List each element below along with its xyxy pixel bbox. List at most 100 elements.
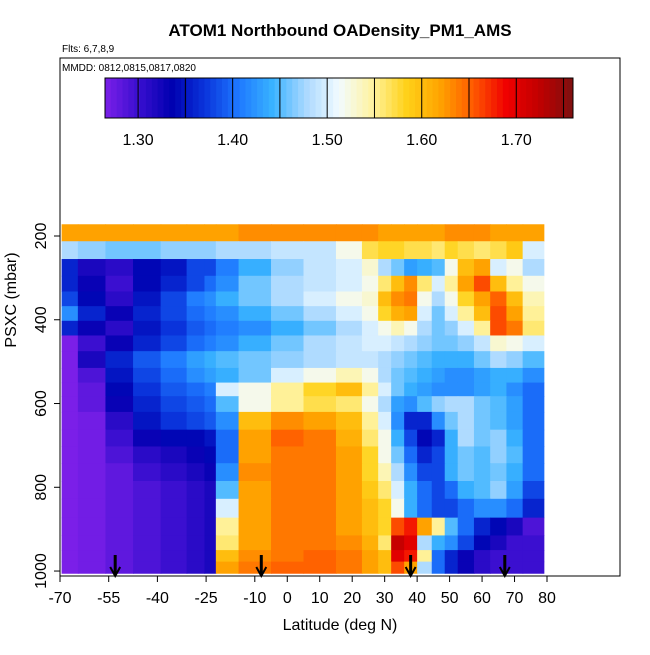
heatmap-cell [105, 396, 134, 413]
colorbar-swatch [403, 78, 410, 118]
heatmap-cell [77, 335, 107, 352]
heatmap-cell [303, 463, 337, 482]
heatmap-cell [431, 306, 446, 322]
colorbar-swatch [245, 78, 252, 118]
heatmap-cell [105, 446, 134, 464]
heatmap-cell [335, 351, 363, 369]
heatmap-cell [444, 498, 459, 519]
heatmap-cell [186, 429, 206, 448]
heatmap-cell [378, 275, 392, 293]
colorbar-swatch [461, 78, 469, 118]
heatmap-cell [417, 429, 433, 448]
heatmap-cell [105, 224, 134, 242]
x-tick-label: -70 [48, 590, 71, 607]
heatmap-cell [417, 320, 433, 337]
heatmap-cell [490, 429, 508, 448]
heatmap-cell [490, 241, 508, 260]
heatmap-cell [160, 335, 188, 352]
heatmap-cell [160, 367, 188, 384]
heatmap-cell [215, 550, 240, 563]
heatmap-cell [506, 463, 524, 482]
heatmap-cell [335, 481, 363, 500]
heatmap-cell [215, 291, 240, 307]
heatmap-cell [160, 446, 188, 464]
heatmap-cell [271, 320, 305, 337]
heatmap-cell [378, 320, 392, 337]
heatmap-cell [303, 498, 337, 519]
colorbar-swatch [502, 78, 510, 118]
heatmap-cell [61, 382, 79, 397]
heatmap-cell [133, 446, 162, 464]
heatmap-cell [378, 396, 392, 413]
heatmap-cell [204, 396, 217, 413]
heatmap-cell [303, 320, 337, 337]
heatmap-cell [431, 463, 446, 482]
y-axis: 200 400 600 800 1000 [33, 223, 60, 589]
heatmap-cell [473, 463, 491, 482]
heatmap-cell [361, 481, 379, 500]
heatmap-cell [391, 259, 405, 277]
heatmap-cell [404, 481, 418, 500]
colorbar-swatch [286, 78, 293, 118]
heatmap-cell [391, 446, 405, 464]
colorbar-swatch [368, 78, 375, 118]
heatmap-cell [473, 411, 491, 431]
heatmap-cell [417, 498, 433, 519]
heatmap-cell [361, 275, 379, 293]
heatmap-cell [391, 429, 405, 448]
heatmap-cell [61, 291, 79, 307]
colorbar-swatch [555, 78, 562, 118]
heatmap-cell [391, 241, 405, 260]
heatmap-cell [506, 561, 524, 574]
colorbar-swatch [467, 78, 475, 118]
heatmap-cell [444, 306, 459, 322]
y-axis-label: PSXC (mbar) [3, 252, 20, 347]
heatmap-cell [61, 535, 79, 551]
heatmap-cell [133, 335, 162, 352]
heatmap-cell [215, 535, 240, 551]
heatmap-cell [506, 481, 524, 500]
heatmap-cell [204, 275, 217, 293]
colorbar-swatch [227, 78, 235, 118]
colorbar-swatch [210, 78, 217, 118]
heatmap-cell [522, 306, 545, 322]
heatmap-cell [61, 446, 79, 464]
heatmap-cell [473, 335, 491, 352]
heatmap-cell [303, 535, 337, 551]
heatmap-cell [378, 498, 392, 519]
heatmap-cell [457, 535, 475, 551]
colorbar-swatch [473, 78, 480, 118]
heatmap-cell [490, 481, 508, 500]
heatmap-cell [378, 481, 392, 500]
heatmap-cell [77, 498, 107, 519]
heatmap-cell [215, 241, 240, 260]
heatmap-cell [215, 481, 240, 500]
colorbar-swatch [479, 78, 486, 118]
heatmap-cell [391, 498, 405, 519]
heatmap-cell [457, 291, 475, 307]
heatmap-cell [361, 367, 379, 384]
heatmap-cell [160, 498, 188, 519]
heatmap-cell [105, 306, 134, 322]
heatmap-cell [417, 351, 433, 369]
heatmap-cell [238, 550, 272, 563]
heatmap-cell [303, 367, 337, 384]
heatmap-cell [335, 517, 363, 537]
heatmap-cell [61, 481, 79, 500]
heatmap-cell [417, 396, 433, 413]
heatmap-cell [417, 241, 433, 260]
heatmap-cell [238, 335, 272, 352]
heatmap-cell [431, 446, 446, 464]
heatmap-cell [303, 561, 337, 574]
heatmap-cell [473, 550, 491, 563]
heatmap-cell [271, 446, 305, 464]
colorbar-swatch [385, 78, 393, 118]
colorbar-swatch [491, 78, 498, 118]
heatmap-cell [105, 275, 134, 293]
heatmap-cell [105, 351, 134, 369]
x-tick-label: 60 [473, 590, 491, 607]
heatmap-cell [215, 320, 240, 337]
heatmap-cell [271, 550, 305, 563]
heatmap-cell [335, 561, 363, 574]
colorbar-swatch [549, 78, 556, 118]
